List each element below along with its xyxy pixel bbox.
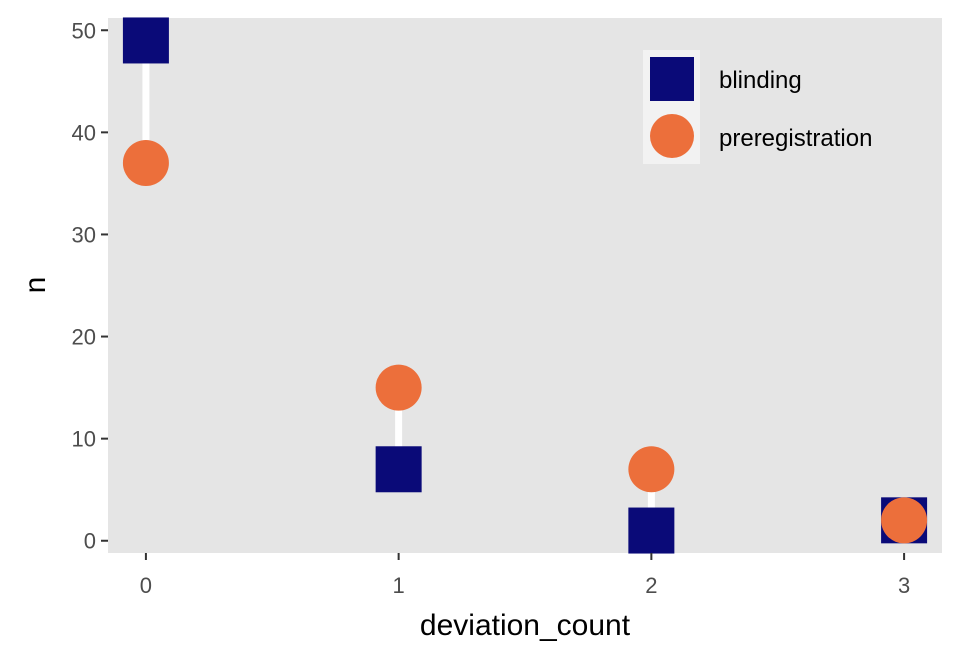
- legend: blinding preregistration: [643, 50, 872, 164]
- x-tick-label: 3: [898, 573, 910, 598]
- y-tick-label: 40: [72, 120, 96, 145]
- point-preregistration: [375, 364, 422, 411]
- point-preregistration: [122, 139, 169, 186]
- x-axis: 0 1 2 3: [140, 553, 910, 598]
- point-preregistration: [881, 497, 928, 544]
- y-tick-label: 0: [84, 529, 96, 554]
- y-axis-title: n: [19, 277, 52, 294]
- legend-label-preregistration: preregistration: [719, 125, 872, 152]
- data-points: [122, 17, 928, 554]
- legend-key-blinding: [650, 57, 694, 101]
- y-tick-label: 20: [72, 325, 96, 350]
- x-tick-label: 2: [645, 573, 657, 598]
- y-axis: 0 10 20 30 40 50: [72, 18, 108, 554]
- legend-key-preregistration: [650, 114, 694, 158]
- y-tick-label: 10: [72, 427, 96, 452]
- plot-panel: [108, 18, 942, 553]
- x-tick-label: 1: [393, 573, 405, 598]
- legend-label-blinding: blinding: [719, 67, 802, 94]
- y-tick-label: 30: [72, 222, 96, 247]
- point-blinding: [628, 507, 675, 554]
- x-axis-title: deviation_count: [420, 609, 631, 642]
- x-tick-label: 0: [140, 573, 152, 598]
- point-blinding: [122, 17, 169, 64]
- point-blinding: [375, 446, 422, 493]
- point-preregistration: [628, 446, 675, 493]
- y-tick-label: 50: [72, 18, 96, 43]
